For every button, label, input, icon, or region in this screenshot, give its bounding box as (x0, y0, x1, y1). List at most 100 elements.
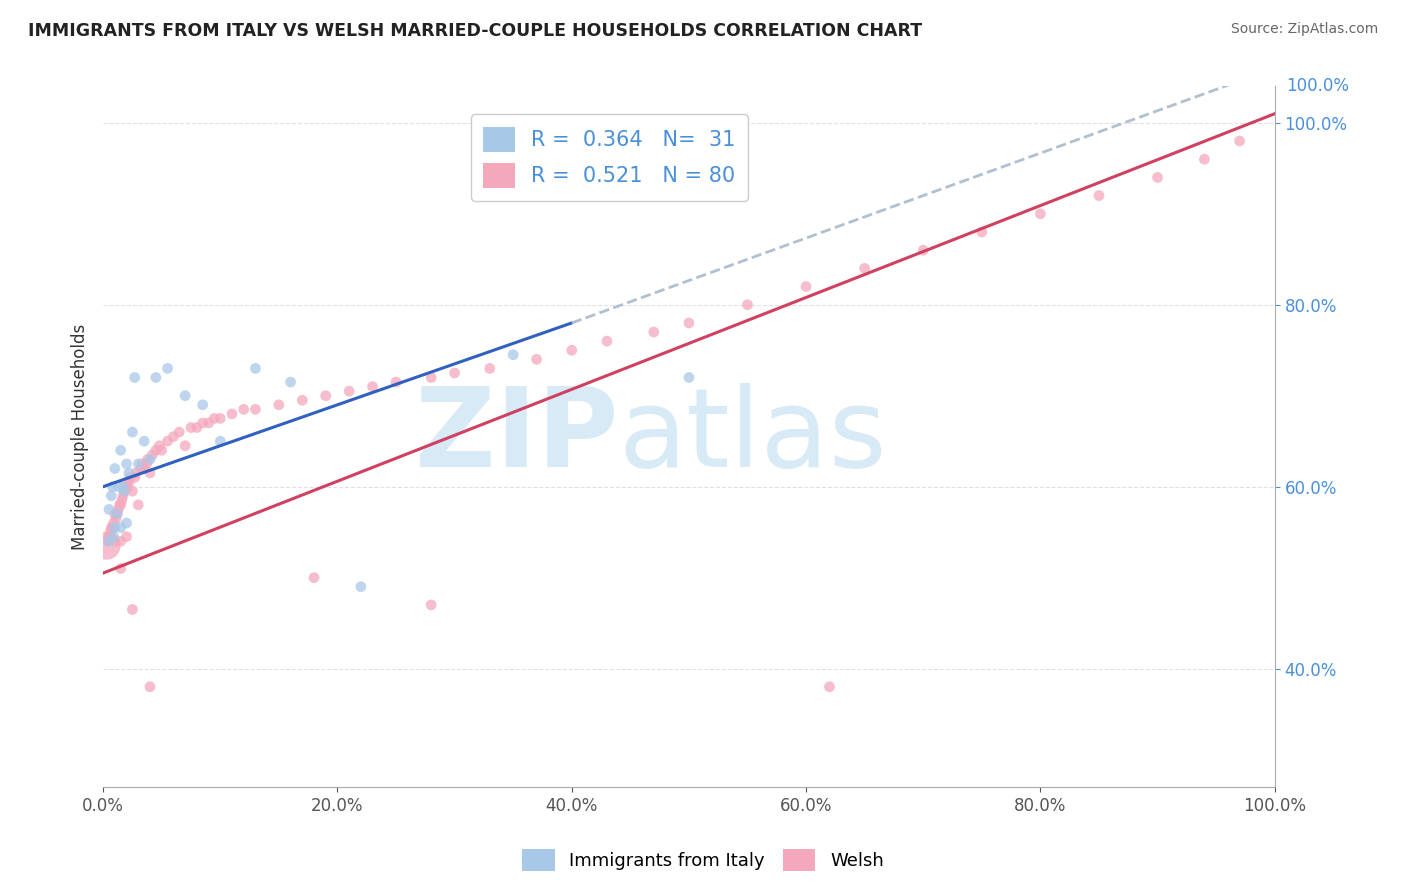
Point (112, 484, 135, 499)
Point (221, 407, 243, 421)
Point (131, 457, 153, 471)
Legend: R =  0.364   N=  31, R =  0.521   N = 80: R = 0.364 N= 31, R = 0.521 N = 80 (471, 114, 748, 201)
Point (118, 475, 141, 489)
Point (105, 507, 128, 521)
Point (1088, 188, 1111, 202)
Point (97, 534, 120, 549)
Point (124, 370, 146, 384)
Point (156, 434, 179, 449)
Point (169, 425, 191, 439)
Point (970, 225, 993, 239)
Point (135, 457, 157, 471)
Point (98, 525, 121, 540)
Point (1229, 134, 1251, 148)
Point (104, 520, 127, 534)
Point (125, 466, 148, 480)
Point (127, 457, 149, 471)
Point (204, 411, 226, 425)
Point (110, 443, 132, 458)
Point (121, 602, 143, 616)
Point (98, 502, 121, 516)
Point (129, 461, 152, 475)
Point (912, 243, 935, 257)
Point (245, 361, 267, 376)
Point (174, 439, 197, 453)
Point (134, 434, 156, 449)
Point (103, 516, 125, 530)
Point (1146, 170, 1168, 185)
Point (115, 457, 138, 471)
Point (197, 416, 219, 430)
Point (291, 393, 314, 408)
Point (191, 416, 214, 430)
Point (121, 484, 143, 499)
Point (267, 398, 290, 412)
Point (280, 375, 302, 389)
Text: IMMIGRANTS FROM ITALY VS WELSH MARRIED-COUPLE HOUSEHOLDS CORRELATION CHART: IMMIGRANTS FROM ITALY VS WELSH MARRIED-C… (28, 22, 922, 40)
Point (315, 389, 337, 403)
Point (124, 470, 146, 484)
Point (420, 370, 443, 384)
Point (337, 384, 360, 399)
Point (96, 539, 118, 553)
Point (478, 361, 501, 376)
Point (121, 425, 143, 439)
Point (115, 516, 138, 530)
Point (361, 379, 384, 393)
Legend: Immigrants from Italy, Welsh: Immigrants from Italy, Welsh (515, 842, 891, 879)
Point (139, 466, 162, 480)
Point (794, 279, 817, 293)
Point (134, 461, 156, 475)
Point (737, 298, 759, 312)
Point (678, 316, 700, 330)
Point (1194, 152, 1216, 166)
Point (209, 434, 232, 449)
Point (174, 389, 197, 403)
Point (110, 520, 132, 534)
Point (127, 498, 149, 512)
Point (120, 470, 142, 484)
Point (526, 352, 548, 367)
Point (104, 507, 127, 521)
Point (100, 520, 122, 534)
Point (596, 334, 619, 348)
Point (107, 480, 129, 494)
Point (112, 480, 135, 494)
Y-axis label: Married-couple Households: Married-couple Households (72, 324, 89, 549)
Point (139, 680, 162, 694)
Point (678, 370, 700, 384)
Point (112, 489, 135, 503)
Point (105, 511, 128, 525)
Text: Source: ZipAtlas.com: Source: ZipAtlas.com (1230, 22, 1378, 37)
Point (232, 402, 254, 417)
Point (110, 534, 132, 549)
Point (1029, 207, 1052, 221)
Point (443, 366, 465, 380)
Point (100, 489, 122, 503)
Point (139, 452, 162, 467)
Point (502, 348, 524, 362)
Point (136, 452, 159, 467)
Point (117, 480, 139, 494)
Point (115, 530, 138, 544)
Point (180, 420, 202, 434)
Point (112, 484, 135, 499)
Point (350, 580, 373, 594)
Point (156, 361, 179, 376)
Point (853, 261, 876, 276)
Point (145, 370, 167, 384)
Text: 100.0%: 100.0% (1286, 78, 1348, 95)
Point (105, 507, 128, 521)
Point (110, 498, 132, 512)
Point (104, 461, 127, 475)
Point (98, 534, 121, 549)
Point (561, 343, 583, 358)
Point (150, 443, 173, 458)
Point (191, 398, 214, 412)
Point (104, 534, 127, 549)
Point (818, 680, 841, 694)
Point (145, 443, 167, 458)
Point (108, 498, 131, 512)
Point (420, 598, 443, 612)
Text: ZIP: ZIP (415, 384, 619, 490)
